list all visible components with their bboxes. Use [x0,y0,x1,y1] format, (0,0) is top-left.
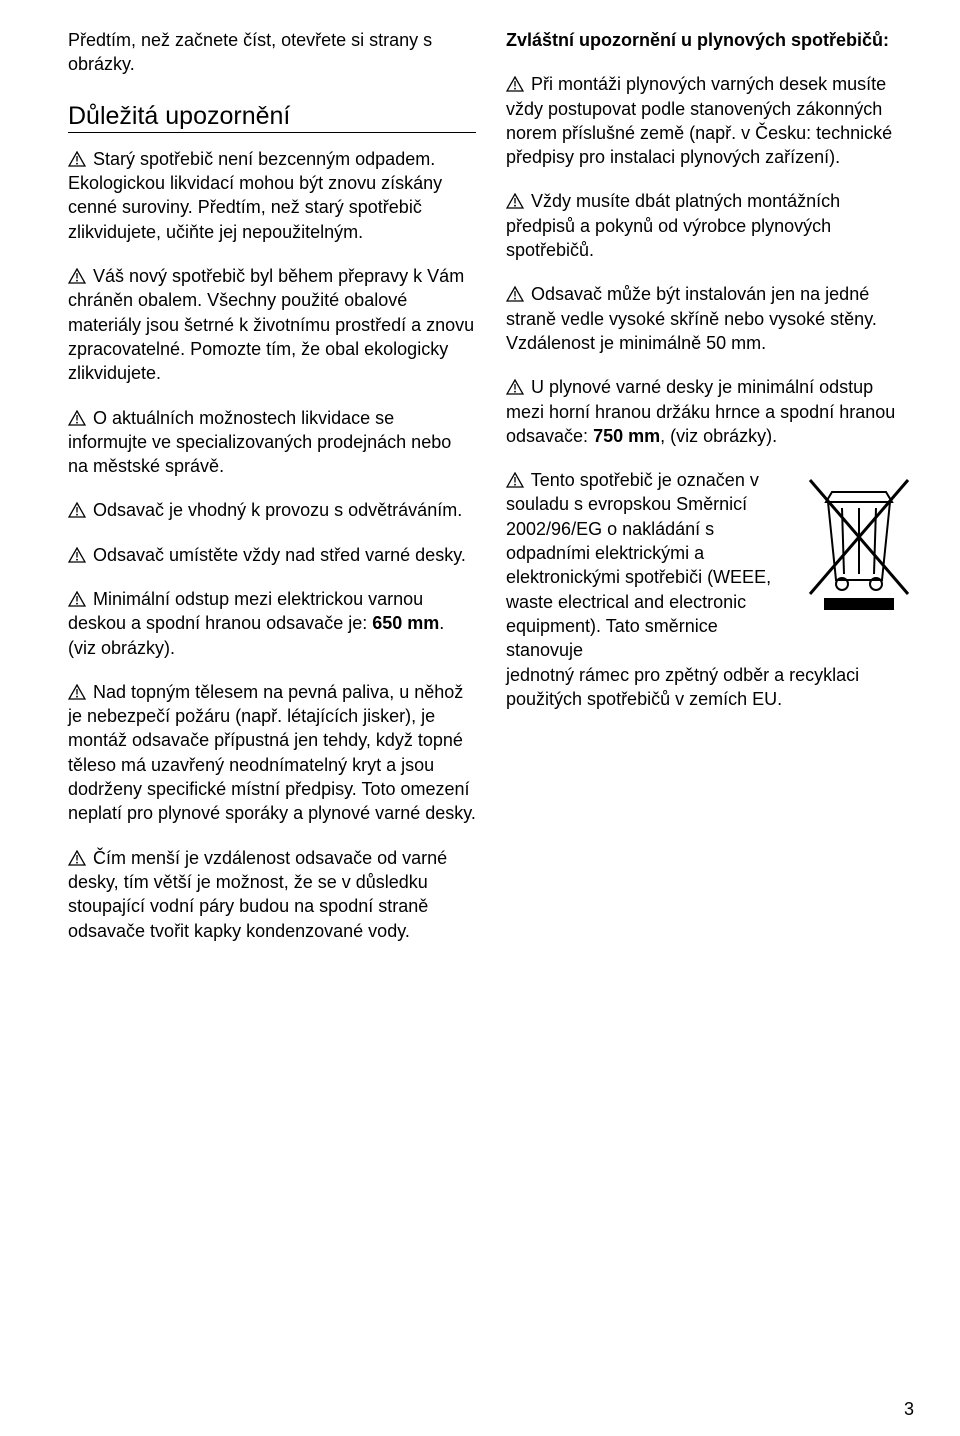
warning-triangle-icon [506,76,524,92]
warning-triangle-icon [68,410,86,426]
warning-para: Čím menší je vzdálenost odsavače od varn… [68,846,476,943]
para-text: O aktuálních možnostech likvidace se inf… [68,408,451,477]
warning-triangle-icon [506,193,524,209]
intro-text: Předtím, než začnete číst, otevřete si s… [68,28,476,77]
warning-triangle-icon [506,286,524,302]
para-text: Váš nový spotřebič byl během přepravy k … [68,266,474,383]
weee-lead-text: Tento spotřebič je označen v souladu s e… [506,470,771,660]
para-text: Při montáži plynových varných desek musí… [506,74,892,167]
para-text: Vždy musíte dbát platných montážních pře… [506,191,840,260]
para-text: Starý spotřebič není bezcenným odpadem. … [68,149,442,242]
para-text-pre: Minimální odstup mezi elektrickou varnou… [68,589,423,633]
section-headline: Důležitá upozornění [68,101,476,133]
para-text: Odsavač je vhodný k provozu s odvětráván… [93,500,462,520]
warning-triangle-icon [68,547,86,563]
warning-triangle-icon [68,684,86,700]
para-text-bold: 650 mm [372,613,439,633]
warning-para: Při montáži plynových varných desek musí… [506,72,914,169]
warning-triangle-icon [68,502,86,518]
left-column: Předtím, než začnete číst, otevřete si s… [68,28,476,963]
warning-triangle-icon [506,472,524,488]
warning-triangle-icon [68,268,86,284]
weee-crossed-bin-icon [804,474,914,620]
warning-para: Starý spotřebič není bezcenným odpadem. … [68,147,476,244]
warning-para: Váš nový spotřebič byl během přepravy k … [68,264,476,385]
warning-para: O aktuálních možnostech likvidace se inf… [68,406,476,479]
warning-triangle-icon [68,850,86,866]
page-number: 3 [904,1399,914,1420]
para-text-post: , (viz obrázky). [660,426,777,446]
weee-tail-text: jednotný rámec pro zpětný odběr a recykl… [506,663,914,712]
warning-para: Odsavač umístěte vždy nad střed varné de… [68,543,476,567]
para-text: Nad topným tělesem na pevná paliva, u ně… [68,682,476,823]
right-column-title: Zvláštní upozornění u plynových spotřebi… [506,28,914,52]
para-text-bold: 750 mm [593,426,660,446]
warning-triangle-icon [68,591,86,607]
warning-para: Minimální odstup mezi elektrickou varnou… [68,587,476,660]
warning-para: U plynové varné desky je minimální odstu… [506,375,914,448]
para-text: Čím menší je vzdálenost odsavače od varn… [68,848,447,941]
para-text: Odsavač může být instalován jen na jedné… [506,284,877,353]
warning-para: Odsavač může být instalován jen na jedné… [506,282,914,355]
weee-para: Tento spotřebič je označen v souladu s e… [506,468,914,711]
warning-triangle-icon [506,379,524,395]
warning-triangle-icon [68,151,86,167]
warning-para: Nad topným tělesem na pevná paliva, u ně… [68,680,476,826]
warning-para: Odsavač je vhodný k provozu s odvětráván… [68,498,476,522]
warning-para: Vždy musíte dbát platných montážních pře… [506,189,914,262]
right-column: Zvláštní upozornění u plynových spotřebi… [506,28,914,963]
para-text: Odsavač umístěte vždy nad střed varné de… [93,545,466,565]
